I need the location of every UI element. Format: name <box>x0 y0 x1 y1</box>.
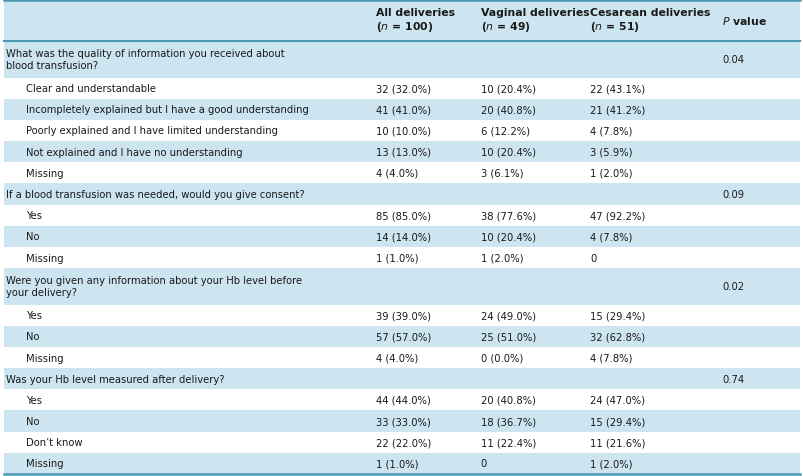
Text: 21 (41.2%): 21 (41.2%) <box>589 105 645 115</box>
Text: 32 (32.0%): 32 (32.0%) <box>376 84 430 94</box>
Text: $P$ value: $P$ value <box>721 15 766 27</box>
Text: 0.04: 0.04 <box>721 55 743 65</box>
Text: 25 (51.0%): 25 (51.0%) <box>480 332 536 342</box>
Text: 0.02: 0.02 <box>721 282 744 292</box>
Bar <box>4 226 799 248</box>
Bar <box>4 347 799 368</box>
Text: 1 (2.0%): 1 (2.0%) <box>480 253 523 263</box>
Bar <box>4 411 799 432</box>
Text: 20 (40.8%): 20 (40.8%) <box>480 105 535 115</box>
Text: 13 (13.0%): 13 (13.0%) <box>376 148 430 158</box>
Text: What was the quality of information you received about
blood transfusion?: What was the quality of information you … <box>6 49 284 71</box>
Text: 1 (2.0%): 1 (2.0%) <box>589 169 632 178</box>
Text: 3 (5.9%): 3 (5.9%) <box>589 148 632 158</box>
Bar <box>4 205 799 226</box>
Text: 4 (7.8%): 4 (7.8%) <box>589 126 632 136</box>
Text: 33 (33.0%): 33 (33.0%) <box>376 416 430 426</box>
Text: 0.74: 0.74 <box>721 374 744 384</box>
Text: 6 (12.2%): 6 (12.2%) <box>480 126 529 136</box>
Bar <box>4 42 799 79</box>
Text: 57 (57.0%): 57 (57.0%) <box>376 332 431 342</box>
Text: 11 (22.4%): 11 (22.4%) <box>480 437 536 447</box>
Bar <box>4 163 799 184</box>
Text: 14 (14.0%): 14 (14.0%) <box>376 232 430 242</box>
Text: 41 (41.0%): 41 (41.0%) <box>376 105 430 115</box>
Text: 0.09: 0.09 <box>721 189 744 199</box>
Text: 18 (36.7%): 18 (36.7%) <box>480 416 536 426</box>
Text: 22 (22.0%): 22 (22.0%) <box>376 437 431 447</box>
Text: Poorly explained and I have limited understanding: Poorly explained and I have limited unde… <box>26 126 278 136</box>
Text: 24 (47.0%): 24 (47.0%) <box>589 395 644 405</box>
Text: 15 (29.4%): 15 (29.4%) <box>589 310 645 320</box>
Text: 10 (20.4%): 10 (20.4%) <box>480 84 535 94</box>
Text: Yes: Yes <box>26 211 42 221</box>
Bar <box>4 120 799 142</box>
Text: 10 (10.0%): 10 (10.0%) <box>376 126 430 136</box>
Text: Missing: Missing <box>26 353 63 363</box>
Text: All deliveries
($n$ = 100): All deliveries ($n$ = 100) <box>376 8 454 34</box>
Text: Yes: Yes <box>26 395 42 405</box>
Text: 4 (7.8%): 4 (7.8%) <box>589 353 632 363</box>
Text: If a blood transfusion was needed, would you give consent?: If a blood transfusion was needed, would… <box>6 189 304 199</box>
Text: Was your Hb level measured after delivery?: Was your Hb level measured after deliver… <box>6 374 224 384</box>
Text: No: No <box>26 232 39 242</box>
Bar <box>4 79 799 99</box>
Bar <box>4 326 799 347</box>
Bar <box>4 432 799 453</box>
Text: 4 (7.8%): 4 (7.8%) <box>589 232 632 242</box>
Text: No: No <box>26 416 39 426</box>
Text: Missing: Missing <box>26 458 63 468</box>
Text: 15 (29.4%): 15 (29.4%) <box>589 416 645 426</box>
Text: 38 (77.6%): 38 (77.6%) <box>480 211 536 221</box>
Bar <box>4 305 799 326</box>
Text: Not explained and I have no understanding: Not explained and I have no understandin… <box>26 148 243 158</box>
Text: Clear and understandable: Clear and understandable <box>26 84 156 94</box>
Bar <box>4 184 799 205</box>
Text: 1 (1.0%): 1 (1.0%) <box>376 458 418 468</box>
Text: 0 (0.0%): 0 (0.0%) <box>480 353 523 363</box>
Text: 1 (1.0%): 1 (1.0%) <box>376 253 418 263</box>
Text: Don’t know: Don’t know <box>26 437 83 447</box>
Text: 39 (39.0%): 39 (39.0%) <box>376 310 430 320</box>
Text: 4 (4.0%): 4 (4.0%) <box>376 353 418 363</box>
Text: No: No <box>26 332 39 342</box>
Bar <box>4 268 799 305</box>
Text: Were you given any information about your Hb level before
your delivery?: Were you given any information about you… <box>6 276 302 298</box>
Bar <box>4 453 799 474</box>
Text: 3 (6.1%): 3 (6.1%) <box>480 169 523 178</box>
Text: 22 (43.1%): 22 (43.1%) <box>589 84 645 94</box>
Text: 47 (92.2%): 47 (92.2%) <box>589 211 645 221</box>
Bar <box>4 389 799 411</box>
Text: Incompletely explained but I have a good understanding: Incompletely explained but I have a good… <box>26 105 308 115</box>
Text: Cesarean deliveries
($n$ = 51): Cesarean deliveries ($n$ = 51) <box>589 8 710 34</box>
Text: 85 (85.0%): 85 (85.0%) <box>376 211 430 221</box>
Bar <box>4 0 799 42</box>
Text: Vaginal deliveries
($n$ = 49): Vaginal deliveries ($n$ = 49) <box>480 8 589 34</box>
Text: 4 (4.0%): 4 (4.0%) <box>376 169 418 178</box>
Bar <box>4 142 799 163</box>
Bar <box>4 368 799 389</box>
Text: Missing: Missing <box>26 169 63 178</box>
Text: 20 (40.8%): 20 (40.8%) <box>480 395 535 405</box>
Text: 1 (2.0%): 1 (2.0%) <box>589 458 632 468</box>
Text: Missing: Missing <box>26 253 63 263</box>
Text: 24 (49.0%): 24 (49.0%) <box>480 310 535 320</box>
Text: 0: 0 <box>589 253 596 263</box>
Text: 11 (21.6%): 11 (21.6%) <box>589 437 645 447</box>
Text: 0: 0 <box>480 458 487 468</box>
Text: 32 (62.8%): 32 (62.8%) <box>589 332 645 342</box>
Text: 10 (20.4%): 10 (20.4%) <box>480 148 535 158</box>
Text: Yes: Yes <box>26 310 42 320</box>
Text: 44 (44.0%): 44 (44.0%) <box>376 395 430 405</box>
Text: 10 (20.4%): 10 (20.4%) <box>480 232 535 242</box>
Bar <box>4 99 799 120</box>
Bar <box>4 248 799 268</box>
